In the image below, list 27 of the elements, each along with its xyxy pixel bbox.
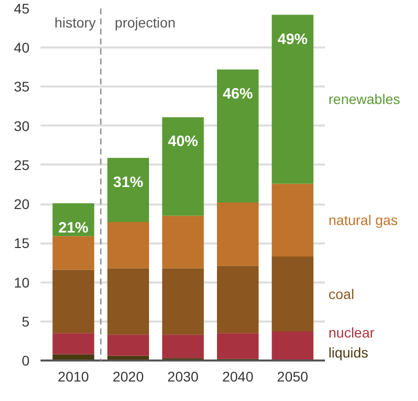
annotation: projection xyxy=(114,14,176,30)
x-tick-label: 2030 xyxy=(167,368,199,384)
series-label: liquids xyxy=(328,344,368,361)
annotation: 49% xyxy=(278,30,308,48)
series-label: renewables xyxy=(328,91,400,108)
y-tick-label: 30 xyxy=(14,118,30,134)
annotation: 21% xyxy=(58,219,88,236)
y-tick-label: 25 xyxy=(14,156,30,173)
series-label: natural gas xyxy=(328,212,398,228)
annotation: 40% xyxy=(168,133,198,150)
y-tick-label: 15 xyxy=(14,235,30,252)
y-tick-label: 35 xyxy=(14,78,30,95)
x-tick-label: 2020 xyxy=(112,368,144,384)
x-tick-label: 2040 xyxy=(222,368,254,384)
annotation: history xyxy=(54,14,96,30)
y-tick-label: 40 xyxy=(14,40,30,56)
series-label: coal xyxy=(328,286,354,302)
y-tick-label: 0 xyxy=(22,352,30,368)
series-label: nuclear xyxy=(328,324,375,340)
y-tick-label: 20 xyxy=(14,196,30,212)
x-tick-label: 2050 xyxy=(277,368,308,384)
y-tick-label: 5 xyxy=(22,313,30,330)
y-tick-label: 10 xyxy=(14,274,30,290)
y-tick-label: 45 xyxy=(14,0,30,16)
x-tick-label: 2010 xyxy=(58,368,90,384)
annotation: 31% xyxy=(113,174,144,191)
annotation: 46% xyxy=(222,86,253,103)
